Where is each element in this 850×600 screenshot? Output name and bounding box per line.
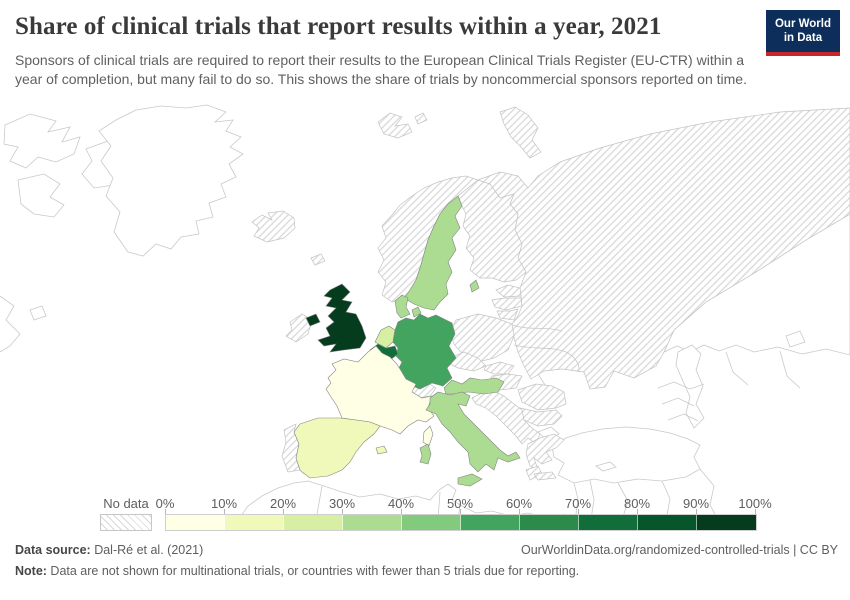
map-region-poland[interactable] — [449, 313, 515, 363]
map-region-cyprus — [595, 461, 617, 472]
map-borders-middle-east — [573, 468, 719, 520]
map-region-greenland — [98, 104, 244, 257]
legend-bin-30-40[interactable] — [343, 515, 402, 530]
map-region-sicily[interactable] — [457, 473, 483, 487]
map-region-denmark-zealand[interactable] — [411, 306, 422, 318]
map-region-turkey — [551, 426, 701, 484]
legend-tick-label: 50% — [446, 496, 474, 511]
map-region-arctic-canada — [17, 173, 65, 218]
map-region-canada-island — [29, 305, 47, 321]
map-region-finland[interactable] — [457, 179, 527, 283]
map-region-arctic-canada — [3, 113, 81, 169]
legend-tick-label: 80% — [623, 496, 651, 511]
map-region-caspian-sea — [675, 344, 705, 429]
legend-tick-mark — [401, 509, 402, 514]
legend-tick-label: 70% — [564, 496, 592, 511]
legend-tick-mark — [696, 509, 697, 514]
map-region-sardinia[interactable] — [419, 443, 432, 465]
map-borders-kazakh — [725, 350, 801, 389]
europe-choropleth-map — [0, 104, 850, 520]
map-region-germany[interactable] — [392, 313, 457, 390]
data-source-value: Dal-Ré et al. (2021) — [90, 543, 204, 557]
legend-bin-20-30[interactable] — [284, 515, 343, 530]
legend-tick-mark — [342, 509, 343, 514]
map-region-crete[interactable] — [533, 471, 557, 481]
legend-tick-mark — [165, 509, 166, 514]
map-region-gotland[interactable] — [469, 279, 480, 293]
chart-note: Note: Data are not shown for multination… — [15, 564, 838, 578]
map-region-ireland[interactable] — [285, 313, 313, 343]
legend-tick-label: 40% — [387, 496, 415, 511]
map-region-united-kingdom[interactable] — [317, 283, 367, 353]
chart-footer: Data source: Dal-Ré et al. (2021) OurWor… — [15, 543, 838, 578]
map-region-latvia[interactable] — [491, 297, 523, 311]
map-region-svalbard[interactable] — [377, 112, 413, 139]
owid-logo[interactable]: Our World in Data — [765, 10, 840, 56]
legend-tick-mark — [637, 509, 638, 514]
legend-tick-mark — [283, 509, 284, 514]
map-region-romania[interactable] — [517, 383, 567, 411]
legend-tick-label: 0% — [155, 496, 175, 511]
legend-no-data-label: No data — [103, 496, 149, 511]
legend-tick-label: 60% — [505, 496, 533, 511]
legend-bin-80-90[interactable] — [638, 515, 697, 530]
legend-bin-90-100[interactable] — [697, 515, 756, 530]
map-region-lithuania[interactable] — [496, 308, 519, 321]
map-region-sweden[interactable] — [403, 195, 463, 311]
owid-logo-line1: Our World — [774, 18, 831, 30]
legend-bin-0-10[interactable] — [166, 515, 225, 530]
owid-logo-line2: in Data — [783, 32, 823, 45]
map-region-italy[interactable] — [425, 391, 521, 473]
map-region-estonia[interactable] — [495, 284, 522, 298]
note-label: Note: — [15, 564, 47, 578]
legend-tick-mark — [519, 509, 520, 514]
map-region-balearic-islands[interactable] — [375, 445, 388, 455]
map-region-denmark[interactable] — [394, 294, 411, 319]
legend-bin-70-80[interactable] — [579, 515, 638, 530]
legend-tick-mark — [460, 509, 461, 514]
legend-bin-40-50[interactable] — [402, 515, 461, 530]
map-region-iceland[interactable] — [251, 210, 296, 243]
map-region-northern-ireland[interactable] — [305, 313, 321, 327]
legend-tick-mark — [755, 509, 756, 514]
map-region-czechia[interactable] — [449, 351, 487, 372]
note-value: Data are not shown for multinational tri… — [46, 564, 580, 578]
legend-tick-mark — [224, 509, 225, 514]
data-source-label: Data source: — [15, 543, 91, 557]
legend-no-data-swatch[interactable] — [100, 514, 152, 531]
map-region-corsica[interactable] — [422, 425, 434, 447]
data-source: Data source: Dal-Ré et al. (2021) — [15, 543, 203, 557]
map-region-greece[interactable] — [525, 433, 565, 471]
chart-subtitle: Sponsors of clinical trials are required… — [15, 52, 747, 88]
map-region-novaya-zemlya[interactable] — [499, 106, 542, 159]
legend-bin-60-70[interactable] — [520, 515, 579, 530]
legend-bin-10-20[interactable] — [225, 515, 284, 530]
legend-tick-label: 90% — [682, 496, 710, 511]
legend-bin-50-60[interactable] — [461, 515, 520, 530]
map-region-faroe-islands[interactable] — [310, 253, 326, 266]
legend-tick-label: 30% — [328, 496, 356, 511]
map-region-spain[interactable] — [293, 417, 381, 479]
legend-tick-label: 100% — [738, 496, 772, 511]
legend-tick-label: 10% — [210, 496, 238, 511]
map-region-bulgaria[interactable] — [519, 407, 563, 427]
map-coastline-canada — [0, 295, 21, 353]
map-region-slovakia[interactable] — [483, 361, 515, 375]
map-borders-caucasus — [657, 381, 705, 422]
legend-tick-mark — [578, 509, 579, 514]
page-title: Share of clinical trials that report res… — [15, 13, 662, 40]
map-region-aral-sea — [785, 330, 806, 348]
legend-bins — [165, 514, 757, 531]
legend-tick-label: 20% — [269, 496, 297, 511]
map-region-austria[interactable] — [443, 377, 505, 395]
attribution-link[interactable]: OurWorldinData.org/randomized-controlled… — [520, 543, 838, 557]
map-region-svalbard[interactable] — [414, 112, 428, 125]
